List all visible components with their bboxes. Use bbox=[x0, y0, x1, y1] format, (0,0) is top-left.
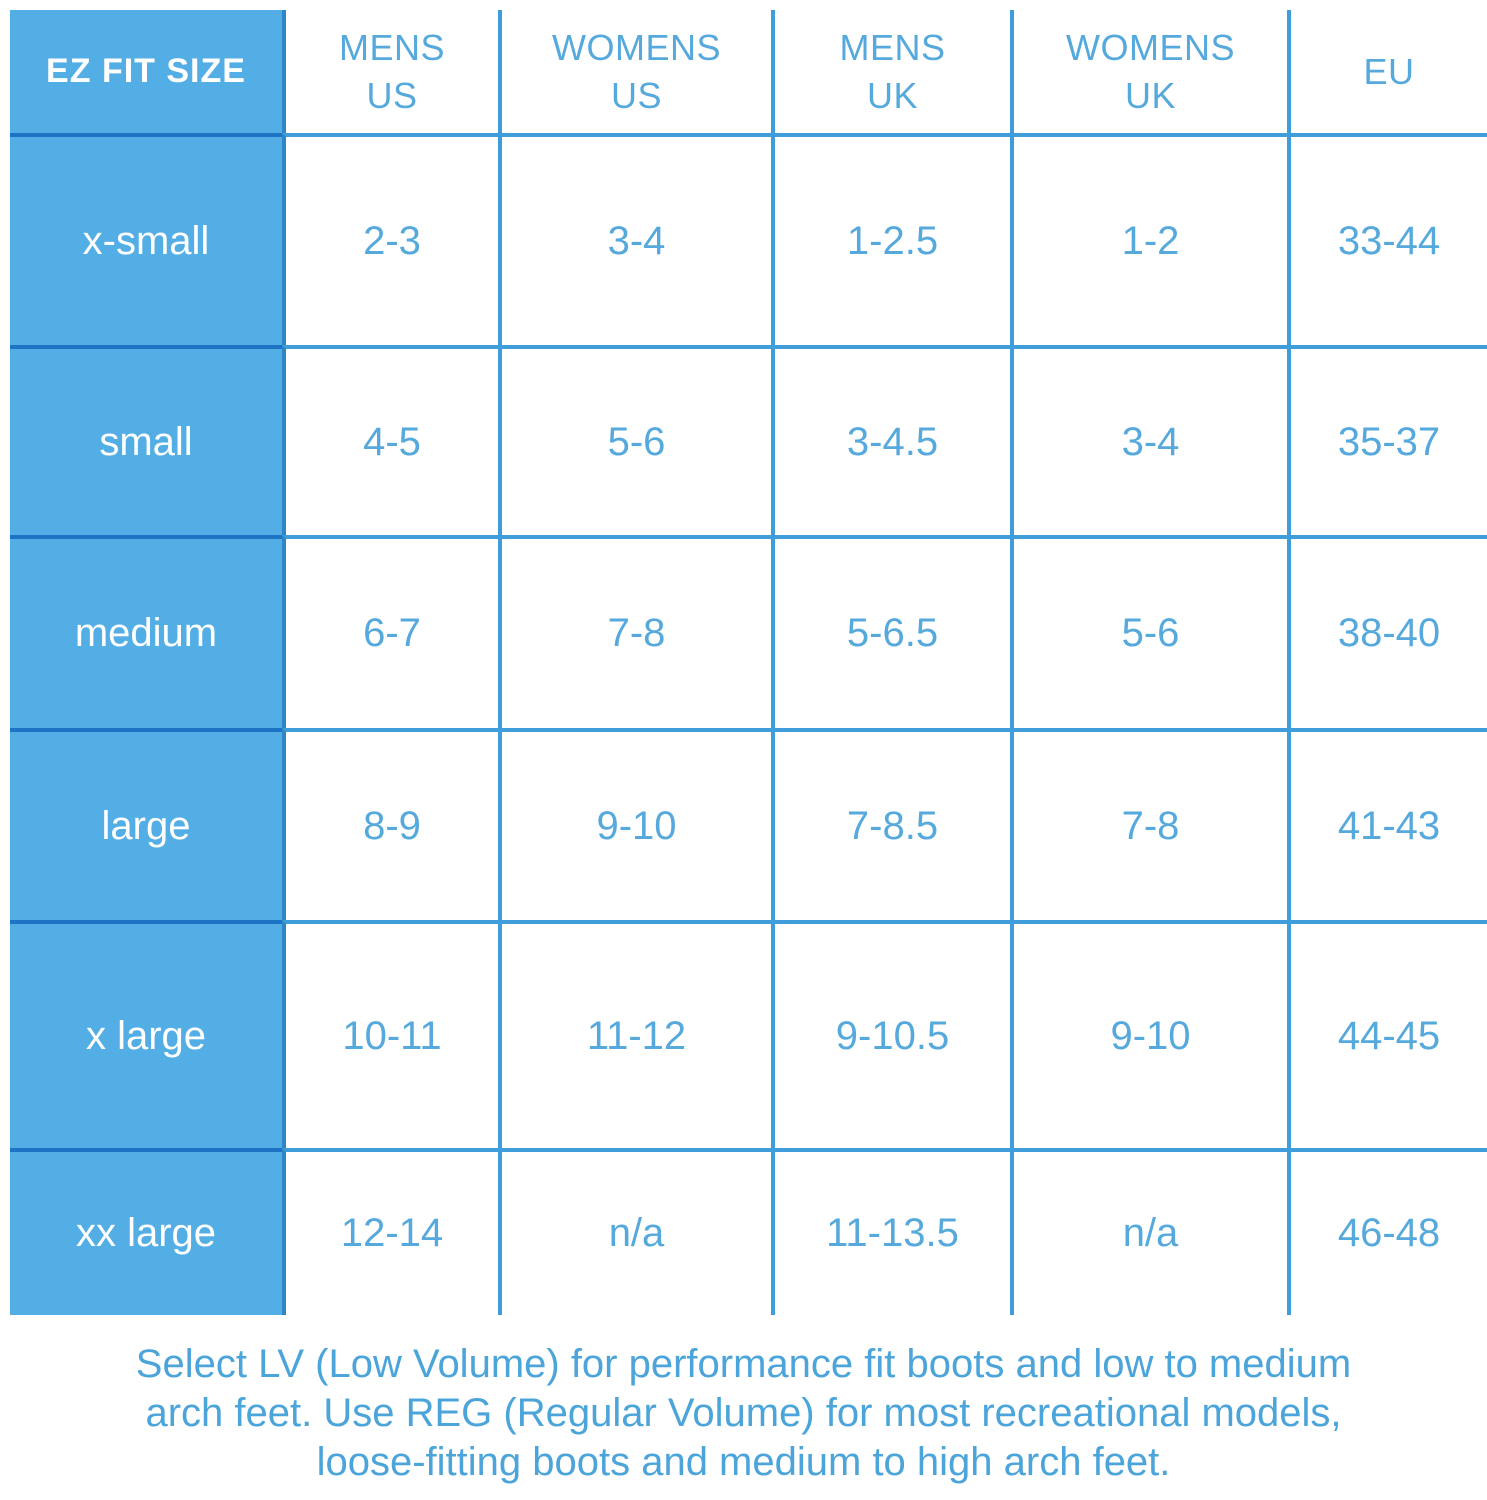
cell-xx-large-womens-uk: n/a bbox=[1010, 1148, 1287, 1315]
size-value: n/a bbox=[608, 1211, 665, 1255]
note-line-1: Select LV (Low Volume) for performance f… bbox=[135, 1342, 1352, 1386]
column-header-mens-us: MENS US bbox=[282, 10, 498, 133]
size-value: 9-10.5 bbox=[835, 1013, 950, 1058]
cell-large-eu: 41-43 bbox=[1287, 728, 1487, 920]
cell-x-large-womens-us: 11-12 bbox=[498, 920, 771, 1148]
cell-x-large-womens-uk: 9-10 bbox=[1010, 920, 1287, 1148]
size-value: 46-48 bbox=[1337, 1211, 1441, 1255]
size-value: 9-10 bbox=[596, 803, 677, 848]
size-value: 11-12 bbox=[586, 1013, 687, 1058]
cell-x-small-womens-uk: 1-2 bbox=[1010, 133, 1287, 345]
cell-medium-mens-uk: 5-6.5 bbox=[771, 535, 1010, 728]
row-label-x-small: x-small bbox=[10, 133, 282, 345]
size-label: medium bbox=[74, 611, 218, 655]
cell-small-womens-us: 5-6 bbox=[498, 345, 771, 535]
cell-large-womens-uk: 7-8 bbox=[1010, 728, 1287, 920]
column-header-womens-us: WOMENS US bbox=[498, 10, 771, 133]
cell-xx-large-eu: 46-48 bbox=[1287, 1148, 1487, 1315]
note-line-3: loose-fitting boots and medium to high a… bbox=[316, 1440, 1171, 1484]
row-label-x-large: x large bbox=[10, 920, 282, 1148]
size-label: xx large bbox=[75, 1211, 217, 1255]
cell-x-large-mens-us: 10-11 bbox=[282, 920, 498, 1148]
size-value: n/a bbox=[1122, 1211, 1179, 1255]
cell-xx-large-womens-us: n/a bbox=[498, 1148, 771, 1315]
size-value: 6-7 bbox=[363, 611, 421, 655]
size-value: 7-8 bbox=[607, 611, 666, 655]
size-value: 7-8.5 bbox=[846, 803, 939, 848]
size-label: x large bbox=[85, 1013, 207, 1058]
column-header-label: MENS UK bbox=[839, 26, 946, 116]
size-value: 5-6 bbox=[1121, 611, 1180, 655]
cell-large-mens-uk: 7-8.5 bbox=[771, 728, 1010, 920]
cell-xx-large-mens-us: 12-14 bbox=[282, 1148, 498, 1315]
volume-selection-note: Select LV (Low Volume) for performance f… bbox=[0, 1340, 1487, 1487]
cell-medium-eu: 38-40 bbox=[1287, 535, 1487, 728]
size-value: 8-9 bbox=[363, 803, 421, 848]
size-value: 10-11 bbox=[342, 1013, 442, 1058]
size-value: 1-2 bbox=[1121, 218, 1180, 263]
column-header-eu: EU bbox=[1287, 10, 1487, 133]
cell-small-womens-uk: 3-4 bbox=[1010, 345, 1287, 535]
cell-x-small-mens-uk: 1-2.5 bbox=[771, 133, 1010, 345]
cell-small-eu: 35-37 bbox=[1287, 345, 1487, 535]
size-value: 41-43 bbox=[1337, 803, 1441, 848]
cell-x-large-eu: 44-45 bbox=[1287, 920, 1487, 1148]
note-line-2: arch feet. Use REG (Regular Volume) for … bbox=[145, 1391, 1342, 1435]
row-label-medium: medium bbox=[10, 535, 282, 728]
size-value: 7-8 bbox=[1121, 803, 1180, 848]
cell-large-mens-us: 8-9 bbox=[282, 728, 498, 920]
size-value: 1-2.5 bbox=[846, 218, 939, 263]
row-label-large: large bbox=[10, 728, 282, 920]
cell-x-small-mens-us: 2-3 bbox=[282, 133, 498, 345]
size-value: 11-13.5 bbox=[826, 1211, 959, 1255]
size-value: 5-6 bbox=[607, 419, 666, 464]
column-header-label: WOMENS US bbox=[552, 26, 721, 116]
column-header-label: MENS US bbox=[338, 26, 445, 116]
column-header-label: EU bbox=[1363, 50, 1415, 92]
column-header-label: WOMENS UK bbox=[1066, 26, 1235, 116]
size-value: 5-6.5 bbox=[846, 611, 939, 655]
cell-small-mens-uk: 3-4.5 bbox=[771, 345, 1010, 535]
size-value: 35-37 bbox=[1337, 419, 1441, 464]
cell-large-womens-us: 9-10 bbox=[498, 728, 771, 920]
size-value: 2-3 bbox=[363, 218, 421, 263]
size-value: 33-44 bbox=[1337, 218, 1441, 263]
size-label: x-small bbox=[82, 218, 210, 263]
cell-medium-womens-uk: 5-6 bbox=[1010, 535, 1287, 728]
size-chart-table: EZ FIT SIZE MENS US WOMENS US MENS UK WO… bbox=[10, 10, 1487, 1315]
column-header-womens-uk: WOMENS UK bbox=[1010, 10, 1287, 133]
size-value: 38-40 bbox=[1337, 611, 1441, 655]
column-header-mens-uk: MENS UK bbox=[771, 10, 1010, 133]
cell-x-small-womens-us: 3-4 bbox=[498, 133, 771, 345]
cell-x-large-mens-uk: 9-10.5 bbox=[771, 920, 1010, 1148]
size-value: 9-10 bbox=[1110, 1013, 1191, 1058]
size-value: 44-45 bbox=[1337, 1013, 1441, 1058]
cell-xx-large-mens-uk: 11-13.5 bbox=[771, 1148, 1010, 1315]
row-label-xx-large: xx large bbox=[10, 1148, 282, 1315]
size-value: 4-5 bbox=[363, 419, 421, 464]
cell-medium-mens-us: 6-7 bbox=[282, 535, 498, 728]
table-header-corner: EZ FIT SIZE bbox=[10, 10, 282, 133]
row-label-small: small bbox=[10, 345, 282, 535]
cell-medium-womens-us: 7-8 bbox=[498, 535, 771, 728]
cell-x-small-eu: 33-44 bbox=[1287, 133, 1487, 345]
size-value: 3-4.5 bbox=[846, 419, 939, 464]
cell-small-mens-us: 4-5 bbox=[282, 345, 498, 535]
size-value: 3-4 bbox=[607, 218, 666, 263]
size-label: small bbox=[99, 419, 193, 464]
table-title: EZ FIT SIZE bbox=[46, 52, 246, 90]
size-value: 12-14 bbox=[340, 1211, 444, 1255]
size-value: 3-4 bbox=[1121, 419, 1180, 464]
size-label: large bbox=[101, 803, 191, 848]
